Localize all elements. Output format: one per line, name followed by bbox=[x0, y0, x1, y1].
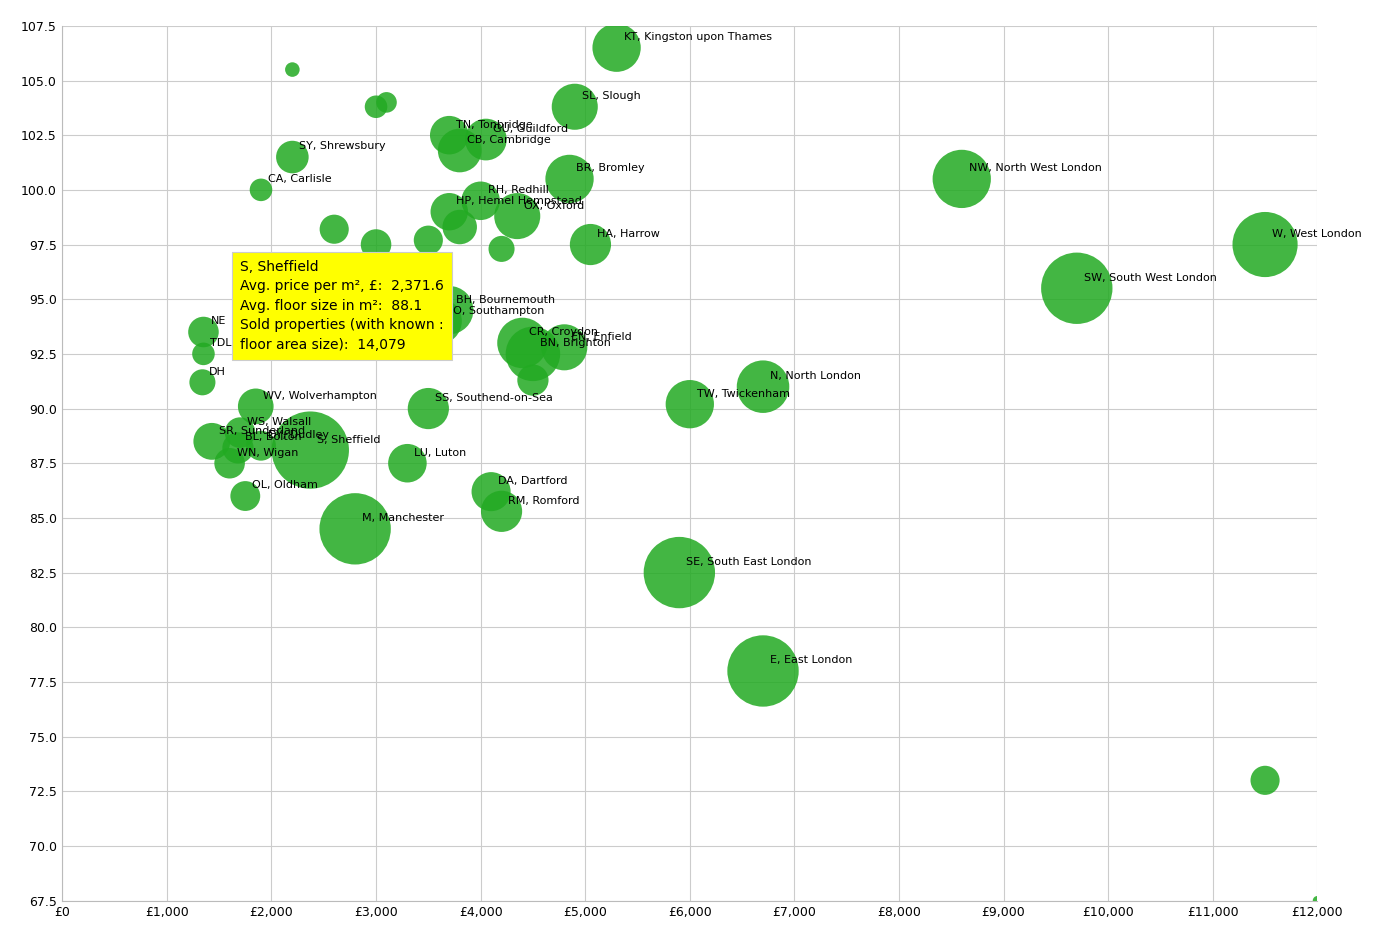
Text: SL, Slough: SL, Slough bbox=[581, 91, 641, 102]
Point bbox=[200, 434, 222, 449]
Point bbox=[299, 443, 321, 458]
Point bbox=[559, 171, 581, 186]
Text: KT, Kingston upon Thames: KT, Kingston upon Thames bbox=[624, 32, 771, 42]
Text: DH: DH bbox=[210, 367, 227, 377]
Text: TN, Tonbridge: TN, Tonbridge bbox=[456, 119, 532, 130]
Point bbox=[250, 182, 272, 197]
Text: LU, Luton: LU, Luton bbox=[414, 447, 467, 458]
Point bbox=[491, 504, 513, 519]
Point bbox=[438, 128, 460, 143]
Text: EN, Enfield: EN, Enfield bbox=[571, 332, 632, 342]
Point bbox=[449, 220, 471, 235]
Point bbox=[366, 237, 388, 252]
Point bbox=[1254, 773, 1276, 788]
Text: M, Manchester: M, Manchester bbox=[361, 513, 443, 524]
Text: W, West London: W, West London bbox=[1272, 229, 1362, 239]
Text: SO, Southampton: SO, Southampton bbox=[446, 306, 543, 316]
Text: DY, Dudley: DY, Dudley bbox=[268, 431, 329, 440]
Text: SE, South East London: SE, South East London bbox=[687, 557, 812, 567]
Text: SR, Sunderland: SR, Sunderland bbox=[218, 426, 304, 436]
Point bbox=[192, 375, 214, 390]
Text: DA, Dartford: DA, Dartford bbox=[498, 476, 567, 486]
Point bbox=[1066, 281, 1088, 296]
Text: TW, Twickenham: TW, Twickenham bbox=[696, 388, 790, 399]
Text: HA, Harrow: HA, Harrow bbox=[598, 229, 660, 239]
Text: SS, Southend-on-Sea: SS, Southend-on-Sea bbox=[435, 393, 553, 403]
Point bbox=[281, 149, 303, 164]
Point bbox=[480, 484, 502, 499]
Text: OX, Oxford: OX, Oxford bbox=[524, 200, 584, 211]
Point bbox=[281, 62, 303, 77]
Point bbox=[521, 346, 543, 361]
Point bbox=[752, 379, 774, 394]
Point bbox=[192, 324, 214, 339]
Point bbox=[1307, 893, 1329, 908]
Point bbox=[343, 522, 366, 537]
Text: WV, Wolverhampton: WV, Wolverhampton bbox=[263, 391, 377, 400]
Point bbox=[1254, 237, 1276, 252]
Point bbox=[752, 664, 774, 679]
Point bbox=[234, 489, 256, 504]
Text: S, Sheffield
Avg. price per m², £:  2,371.6
Avg. floor size in m²:  88.1
Sold pr: S, Sheffield Avg. price per m², £: 2,371… bbox=[240, 259, 443, 352]
Point bbox=[563, 100, 585, 115]
Text: CB, Cambridge: CB, Cambridge bbox=[467, 135, 550, 145]
Point bbox=[669, 565, 691, 580]
Text: BR, Bromley: BR, Bromley bbox=[577, 164, 645, 173]
Text: SW, South West London: SW, South West London bbox=[1084, 273, 1216, 283]
Point bbox=[438, 204, 460, 219]
Point bbox=[951, 171, 973, 186]
Point bbox=[375, 95, 398, 110]
Point bbox=[506, 209, 528, 224]
Text: HP, Hemel Hempstead: HP, Hemel Hempstead bbox=[456, 196, 582, 206]
Text: E, East London: E, East London bbox=[770, 655, 852, 666]
Point bbox=[245, 399, 267, 414]
Point bbox=[678, 397, 701, 412]
Point bbox=[475, 132, 498, 147]
Point bbox=[512, 336, 534, 351]
Point bbox=[491, 242, 513, 257]
Text: GU, Guildford: GU, Guildford bbox=[493, 124, 569, 134]
Point bbox=[218, 456, 240, 471]
Point bbox=[449, 143, 471, 158]
Text: CR, Croydon: CR, Croydon bbox=[530, 327, 599, 337]
Point bbox=[322, 222, 345, 237]
Point bbox=[438, 303, 460, 318]
Point bbox=[470, 194, 492, 209]
Point bbox=[192, 346, 214, 361]
Point bbox=[229, 425, 252, 440]
Point bbox=[553, 339, 575, 354]
Text: WS, Walsall: WS, Walsall bbox=[247, 417, 311, 427]
Point bbox=[417, 232, 439, 247]
Text: NW, North West London: NW, North West London bbox=[969, 164, 1101, 173]
Text: BN, Brighton: BN, Brighton bbox=[539, 338, 610, 349]
Text: NE: NE bbox=[210, 317, 225, 326]
Point bbox=[366, 100, 388, 115]
Point bbox=[417, 401, 439, 416]
Point bbox=[428, 314, 450, 329]
Point bbox=[606, 40, 628, 55]
Text: SY, Shrewsbury: SY, Shrewsbury bbox=[299, 142, 386, 151]
Text: WN, Wigan: WN, Wigan bbox=[236, 447, 297, 458]
Point bbox=[580, 237, 602, 252]
Text: BH, Bournemouth: BH, Bournemouth bbox=[456, 294, 556, 305]
Text: S, Sheffield: S, Sheffield bbox=[317, 434, 381, 445]
Point bbox=[396, 456, 418, 471]
Text: BL, Bolton: BL, Bolton bbox=[245, 432, 302, 443]
Text: RM, Romford: RM, Romford bbox=[509, 495, 580, 506]
Point bbox=[227, 441, 249, 456]
Text: OL, Oldham: OL, Oldham bbox=[252, 480, 318, 491]
Text: N, North London: N, North London bbox=[770, 371, 860, 381]
Point bbox=[521, 372, 543, 387]
Text: RH, Redhill: RH, Redhill bbox=[488, 185, 549, 196]
Text: TDL: TDL bbox=[210, 338, 232, 349]
Text: CA, Carlisle: CA, Carlisle bbox=[268, 174, 332, 184]
Point bbox=[250, 438, 272, 453]
